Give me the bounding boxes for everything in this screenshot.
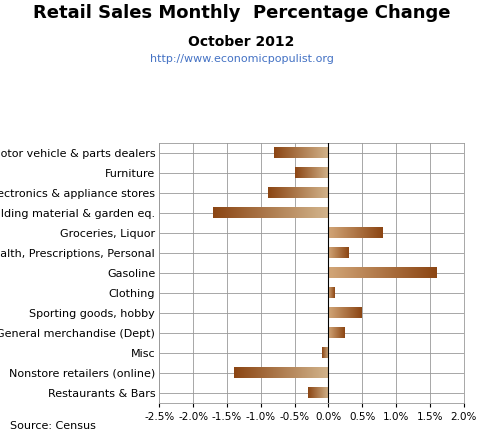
Text: October 2012: October 2012	[188, 35, 295, 48]
Text: Source: Census: Source: Census	[10, 421, 96, 431]
Text: http://www.economicpopulist.org: http://www.economicpopulist.org	[150, 54, 333, 64]
Text: Retail Sales Monthly  Percentage Change: Retail Sales Monthly Percentage Change	[33, 4, 450, 23]
